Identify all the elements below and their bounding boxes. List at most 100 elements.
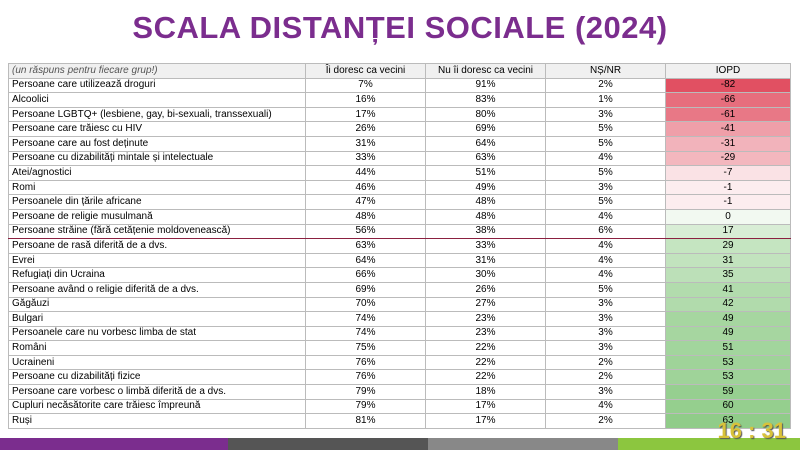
table-row: Găgăuzi 70% 27% 3% 42 [8,296,791,313]
table-cell: 4% [545,267,666,283]
table-row: Bulgari 74% 23% 3% 49 [8,311,791,327]
table-cell: Cupluri necăsătorite care trăiesc împreu… [8,398,306,415]
table-cell: 0 [665,208,791,225]
table-cell: 60 [665,398,791,415]
table-cell: 46% [305,179,426,196]
table-cell: 91% [425,77,546,94]
table-cell: Persoane de religie musulmană [8,208,306,225]
table-cell: 2% [545,77,666,94]
table-cell: 5% [545,135,666,152]
table-cell: 4% [545,238,666,254]
timestamp: 16 : 31 [717,418,787,443]
table-cell: 22% [425,340,546,356]
table-cell: 4% [545,398,666,415]
table-cell: 35 [665,267,791,283]
table-cell: 33% [305,150,426,167]
table-row: Persoane având o religie diferită de a d… [8,281,791,298]
table-cell: Români [8,340,306,356]
table-row: Romi 46% 49% 3% -1 [8,179,791,196]
table: (un răspuns pentru fiecare grup!) Îi dore… [8,63,791,429]
table-row: Persoane de religie musulmană 48% 48% 4% 0 [8,208,791,225]
table-cell: 31 [665,252,791,269]
table-cell: 3% [545,106,666,123]
table-row: Persoane de rasă diferită de a dvs. 63% 33… [8,238,791,254]
table-cell: Persoane LGBTQ+ (lesbiene, gay, bi-sexua… [8,106,306,123]
table-cell: 29 [665,238,791,254]
table-cell: 7% [305,77,426,94]
table-cell: Persoane cu dizabilități fizice [8,369,306,386]
table-cell: 22% [425,354,546,371]
table-cell: 5% [545,165,666,181]
table-cell: -41 [665,121,791,137]
table-cell: Atei/agnostici [8,165,306,181]
table-cell: Bulgari [8,311,306,327]
table-cell: 70% [305,296,426,313]
table-cell: 3% [545,311,666,327]
table-cell: -66 [665,92,791,108]
table-cell: Refugiați din Ucraina [8,267,306,283]
title: SCALA DISTANȚEI SOCIALE (2024) [132,10,668,45]
table-cell: 69% [425,121,546,137]
table-cell: Găgăuzi [8,296,306,313]
table-cell: -31 [665,135,791,152]
table-cell: 79% [305,398,426,415]
table-cell: 81% [305,413,426,429]
column-header: (un răspuns pentru fiecare grup!) [8,63,306,79]
table-cell: 49% [425,179,546,196]
table-cell: 3% [545,384,666,400]
table-row: Persoane care utilizează droguri 7% 91% 2% -… [8,77,791,94]
table-cell: Alcoolici [8,92,306,108]
footer-bar [0,438,228,450]
table-cell: 51 [665,340,791,356]
table-cell: 51% [425,165,546,181]
table-cell: 69% [305,281,426,298]
table-cell: Persoane străine (fără cetățenie moldove… [8,223,306,240]
table-cell: Ucraineni [8,354,306,371]
table-cell: 22% [425,369,546,386]
table-cell: Persoane care vorbesc o limbă diferită d… [8,384,306,400]
table-cell: 59 [665,384,791,400]
header-row: (un răspuns pentru fiecare grup!) Îi dore… [8,63,791,79]
table-cell: 41 [665,281,791,298]
table-row: Persoanele din țările africane 47% 48% 5% -1 [8,194,791,210]
table-cell: Persoane care utilizează droguri [8,77,306,94]
table-row: Români 75% 22% 3% 51 [8,340,791,356]
column-header: NȘ/NR [545,63,666,79]
table-cell: 2% [545,369,666,386]
table-cell: 4% [545,252,666,269]
table-cell: 27% [425,296,546,313]
table-cell: 5% [545,121,666,137]
table-cell: 31% [305,135,426,152]
table-row: Cupluri necăsătorite care trăiesc împreu… [8,398,791,415]
footer-bar [428,438,618,450]
table-row: Ruși 81% 17% 2% 63 [8,413,791,429]
table-cell: 3% [545,325,666,342]
footer-bar [618,438,800,450]
table-cell: 17% [425,413,546,429]
table-cell: 3% [545,340,666,356]
table-cell: -1 [665,194,791,210]
table-cell: 23% [425,325,546,342]
table-cell: -7 [665,165,791,181]
table-cell: 16% [305,92,426,108]
table-row: Persoane LGBTQ+ (lesbiene, gay, bi-sexua… [8,106,791,123]
table-cell: 48% [425,194,546,210]
table-cell: 1% [545,92,666,108]
table-cell: 64% [425,135,546,152]
table-cell: Persoanele din țările africane [8,194,306,210]
table-cell: 75% [305,340,426,356]
table-cell: 66% [305,267,426,283]
table-cell: 5% [545,194,666,210]
table-cell: 31% [425,252,546,269]
table-cell: 3% [545,179,666,196]
table-row: Persoanele care nu vorbesc limba de stat… [8,325,791,342]
table-row: Ucraineni 76% 22% 2% 53 [8,354,791,371]
table-cell: -61 [665,106,791,123]
table-cell: Persoane având o religie diferită de a d… [8,281,306,298]
table-cell: 4% [545,150,666,167]
table-row: Atei/agnostici 44% 51% 5% -7 [8,165,791,181]
table-cell: 42 [665,296,791,313]
table-cell: 26% [425,281,546,298]
table-cell: 76% [305,354,426,371]
table-cell: 63% [305,238,426,254]
